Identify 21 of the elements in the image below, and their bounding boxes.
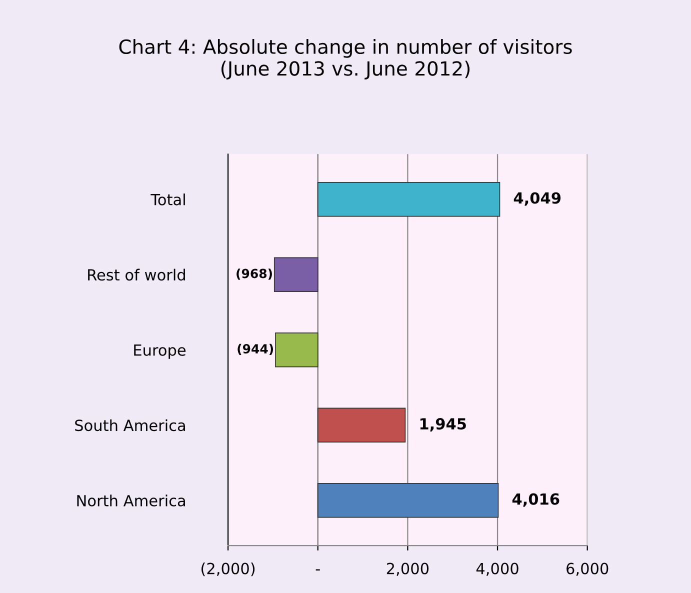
bar <box>275 332 318 368</box>
y-tick-label: Europe <box>134 344 186 359</box>
y-tick-label: North America <box>77 494 185 506</box>
data-label: (968) <box>236 268 272 280</box>
x-tick-label: 2,000 <box>386 562 429 576</box>
chart-title: Chart 4: Absolute change in number of visitors (June 2013 vs. June 2012) <box>119 39 572 80</box>
data-label: 4,049 <box>514 192 561 206</box>
x-tick-label: 6,000 <box>566 562 608 576</box>
bar <box>274 257 318 292</box>
y-tick-label: Total <box>150 194 185 206</box>
y-tick-label: Rest of world <box>88 268 185 281</box>
y-tick-label: South America <box>75 419 185 432</box>
bar <box>317 408 406 442</box>
data-label: (944) <box>238 344 274 355</box>
bar <box>317 182 500 217</box>
bar <box>317 483 499 518</box>
x-tick-label: - <box>316 569 320 571</box>
data-label: 1,945 <box>420 418 466 432</box>
x-tick-label: (2,000) <box>202 562 255 576</box>
x-tick-label: 4,000 <box>476 562 518 576</box>
data-label: 4,016 <box>512 493 560 507</box>
